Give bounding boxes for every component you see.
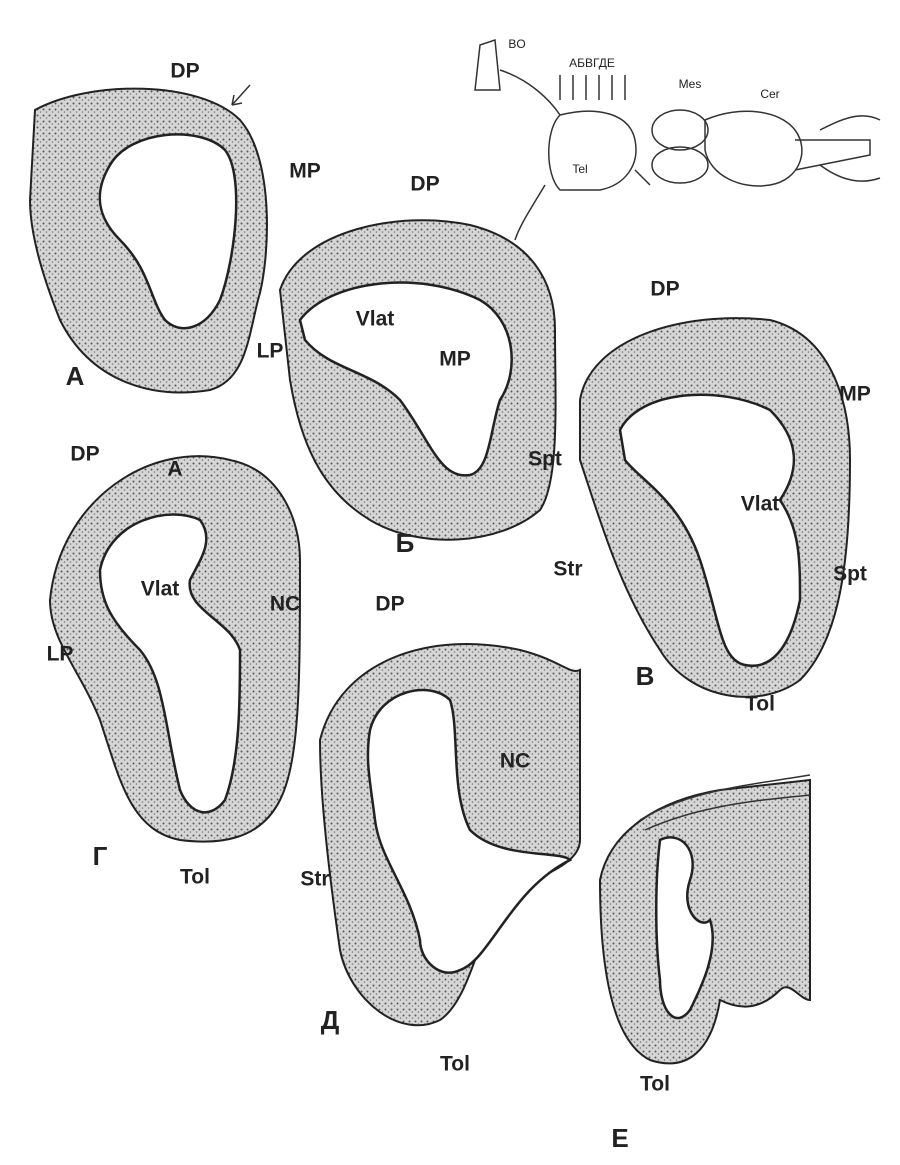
region-label: DP [410,173,439,196]
inset-label: АБВГДЕ [569,56,615,70]
mesencephalon [651,146,709,184]
inset-label: Cer [760,87,779,101]
arrow [231,84,251,106]
inset-label: BO [508,37,525,51]
region-label: Tol [745,693,775,716]
telencephalon [548,110,637,191]
region-label: NC [500,750,530,773]
region-label: DP [170,60,199,83]
region-label: Str [300,868,329,891]
panel-d: DP NC Str Tol Д [300,593,581,1076]
region-label: Tol [440,1053,470,1076]
region-label: NC [270,593,300,616]
region-label: DP [70,443,99,466]
panel-a: DP MP LP А [28,60,321,394]
panel-b: DP Vlat MP Spt Б [278,173,562,558]
region-label: Vlat [741,493,780,516]
region-label: LP [257,340,284,363]
region-label: DP [375,593,404,616]
panel-letter: В [636,661,655,691]
region-label: DP [650,278,679,301]
panel-letter: А [66,361,85,391]
cerebellum [704,110,871,187]
region-label: Spt [833,563,867,586]
region-label: MP [839,383,871,406]
region-label: Vlat [141,578,180,601]
region-label: Str [553,558,582,581]
ventricle [298,281,513,477]
olfactory-bulb [474,38,561,116]
panel-letter: Е [611,1123,628,1153]
region-label: А [167,458,182,481]
region-label: Spt [528,448,562,471]
ventricle [98,513,242,814]
inset-brain: BO АБВГДЕ Tel Mes Cer [474,37,881,241]
panel-v: DP MP Vlat Str Spt Tol В [553,278,870,716]
ventricle [655,836,714,1020]
inset-label: Mes [679,77,702,91]
inset-label: Tel [572,162,587,176]
ventricle [618,393,802,667]
section-ticks [559,75,626,100]
panel-letter: Б [396,528,415,558]
region-label: Tol [640,1073,670,1096]
region-label: Vlat [356,308,395,331]
choroid-plexus [639,774,811,831]
region-label: LP [47,643,74,666]
ventricle [366,688,573,974]
panel-letter: Г [93,841,108,871]
panel-g: DP А Vlat NC LP Tol Г [47,443,302,889]
nerves [514,115,881,241]
ventricle [98,133,238,330]
panel-e: Tol Е [598,774,811,1153]
panel-letter: Д [321,1005,340,1035]
region-label: MP [439,348,471,371]
region-label: MP [289,160,321,183]
region-label: Tol [180,866,210,889]
mesencephalon [651,109,709,151]
